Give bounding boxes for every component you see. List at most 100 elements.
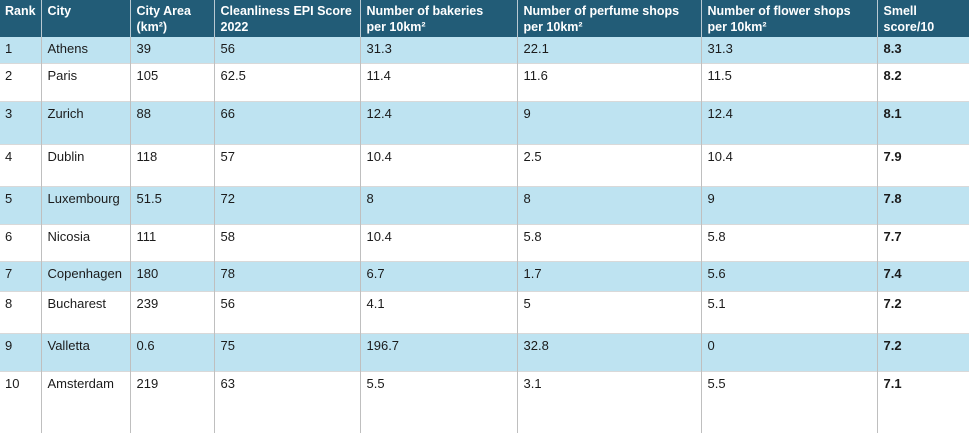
cell-city: Paris <box>40 62 130 101</box>
cell-rank: 8 <box>0 290 41 333</box>
cell-smell: 8.3 <box>876 37 969 63</box>
cell-perfume: 8 <box>516 185 701 224</box>
cell-city_area: 118 <box>129 143 214 186</box>
cell-bakeries: 11.4 <box>359 62 517 101</box>
cell-city: Nicosia <box>40 223 130 261</box>
header-label: Number of bakeries <box>366 4 484 18</box>
cell-perfume: 5.8 <box>516 223 701 261</box>
cell-city_area: 88 <box>129 100 214 144</box>
cell-rank: 2 <box>0 62 41 101</box>
cell-smell: 7.2 <box>876 290 969 333</box>
header-smell-score: Smell score/10 <box>876 0 969 37</box>
cell-city_area: 239 <box>129 290 214 333</box>
cell-rank: 4 <box>0 143 41 186</box>
cell-city: Luxembourg <box>40 185 130 224</box>
header-label: Number of flower shops <box>707 4 851 18</box>
cell-rank: 5 <box>0 185 41 224</box>
cell-flower: 31.3 <box>700 37 877 63</box>
cell-perfume: 9 <box>516 100 701 144</box>
cell-city_area: 180 <box>129 260 214 291</box>
cell-smell: 8.1 <box>876 100 969 144</box>
cell-smell: 7.4 <box>876 260 969 291</box>
cell-epi: 72 <box>213 185 360 224</box>
cell-perfume: 11.6 <box>516 62 701 101</box>
table-header: Rank City City Area (km²) Cleanliness EP… <box>0 0 969 37</box>
cell-city_area: 51.5 <box>129 185 214 224</box>
header-label: per 10km² <box>707 20 767 34</box>
cell-city: Bucharest <box>40 290 130 333</box>
cell-city_area: 105 <box>129 62 214 101</box>
table-row: 9 Valletta 0.6 75 196.7 32.8 0 7.2 <box>0 332 969 371</box>
cell-epi: 66 <box>213 100 360 144</box>
table-row: 1 Athens 39 56 31.3 22.1 31.3 8.3 <box>0 37 969 63</box>
cell-city: Amsterdam <box>40 370 130 433</box>
table-row: 7 Copenhagen 180 78 6.7 1.7 5.6 7.4 <box>0 260 969 291</box>
cell-city: Valletta <box>40 332 130 371</box>
header-label: Rank <box>5 4 36 18</box>
cell-flower: 5.1 <box>700 290 877 333</box>
header-label: Number of perfume shops <box>523 4 680 18</box>
cell-smell: 8.2 <box>876 62 969 101</box>
cell-flower: 10.4 <box>700 143 877 186</box>
cell-perfume: 3.1 <box>516 370 701 433</box>
header-label: Smell <box>883 4 917 18</box>
cell-bakeries: 31.3 <box>359 37 517 63</box>
cell-city_area: 0.6 <box>129 332 214 371</box>
cell-city_area: 111 <box>129 223 214 261</box>
cell-flower: 9 <box>700 185 877 224</box>
cell-bakeries: 8 <box>359 185 517 224</box>
cell-bakeries: 5.5 <box>359 370 517 433</box>
cell-rank: 7 <box>0 260 41 291</box>
header-flower-shops: Number of flower shops per 10km² <box>700 0 877 37</box>
cell-bakeries: 6.7 <box>359 260 517 291</box>
cell-city: Copenhagen <box>40 260 130 291</box>
cell-flower: 5.6 <box>700 260 877 291</box>
header-label: (km²) <box>136 20 168 34</box>
header-city-area: City Area (km²) <box>129 0 214 37</box>
cell-smell: 7.8 <box>876 185 969 224</box>
header-cleanliness-epi: Cleanliness EPI Score 2022 <box>213 0 360 37</box>
cell-flower: 11.5 <box>700 62 877 101</box>
header-label: City Area <box>136 4 191 18</box>
cell-epi: 56 <box>213 37 360 63</box>
cell-perfume: 1.7 <box>516 260 701 291</box>
cell-city: Zurich <box>40 100 130 144</box>
cell-bakeries: 196.7 <box>359 332 517 371</box>
cell-flower: 5.5 <box>700 370 877 433</box>
header-row: Rank City City Area (km²) Cleanliness EP… <box>0 0 969 37</box>
cell-rank: 6 <box>0 223 41 261</box>
cell-epi: 58 <box>213 223 360 261</box>
header-label: score/10 <box>883 20 935 34</box>
cell-perfume: 5 <box>516 290 701 333</box>
cell-city: Dublin <box>40 143 130 186</box>
cell-epi: 75 <box>213 332 360 371</box>
cell-epi: 63 <box>213 370 360 433</box>
table-body: 1 Athens 39 56 31.3 22.1 31.3 8.3 2 Paris 105 62.5 1… <box>0 37 969 433</box>
cell-city_area: 219 <box>129 370 214 433</box>
header-label: City <box>47 4 72 18</box>
header-label: per 10km² <box>523 20 583 34</box>
cell-smell: 7.1 <box>876 370 969 433</box>
cell-perfume: 32.8 <box>516 332 701 371</box>
table-row: 10 Amsterdam 219 63 5.5 3.1 5.5 7.1 <box>0 370 969 433</box>
header-label: Cleanliness EPI Score <box>220 4 352 18</box>
table-row: 3 Zurich 88 66 12.4 9 12.4 8.1 <box>0 100 969 144</box>
cell-perfume: 2.5 <box>516 143 701 186</box>
table-row: 2 Paris 105 62.5 11.4 11.6 11.5 8.2 <box>0 62 969 101</box>
header-bakeries: Number of bakeries per 10km² <box>359 0 517 37</box>
cell-smell: 7.2 <box>876 332 969 371</box>
table-row: 5 Luxembourg 51.5 72 8 8 9 7.8 <box>0 185 969 224</box>
cell-smell: 7.9 <box>876 143 969 186</box>
cell-city_area: 39 <box>129 37 214 63</box>
cell-bakeries: 10.4 <box>359 143 517 186</box>
header-label: per 10km² <box>366 20 426 34</box>
header-label: 2022 <box>220 20 249 34</box>
cell-epi: 57 <box>213 143 360 186</box>
cell-rank: 1 <box>5 41 13 56</box>
cell-perfume: 22.1 <box>516 37 701 63</box>
cell-flower: 5.8 <box>700 223 877 261</box>
cell-rank: 3 <box>0 100 41 144</box>
table-row: 6 Nicosia 111 58 10.4 5.8 5.8 7.7 <box>0 223 969 261</box>
cell-bakeries: 12.4 <box>359 100 517 144</box>
